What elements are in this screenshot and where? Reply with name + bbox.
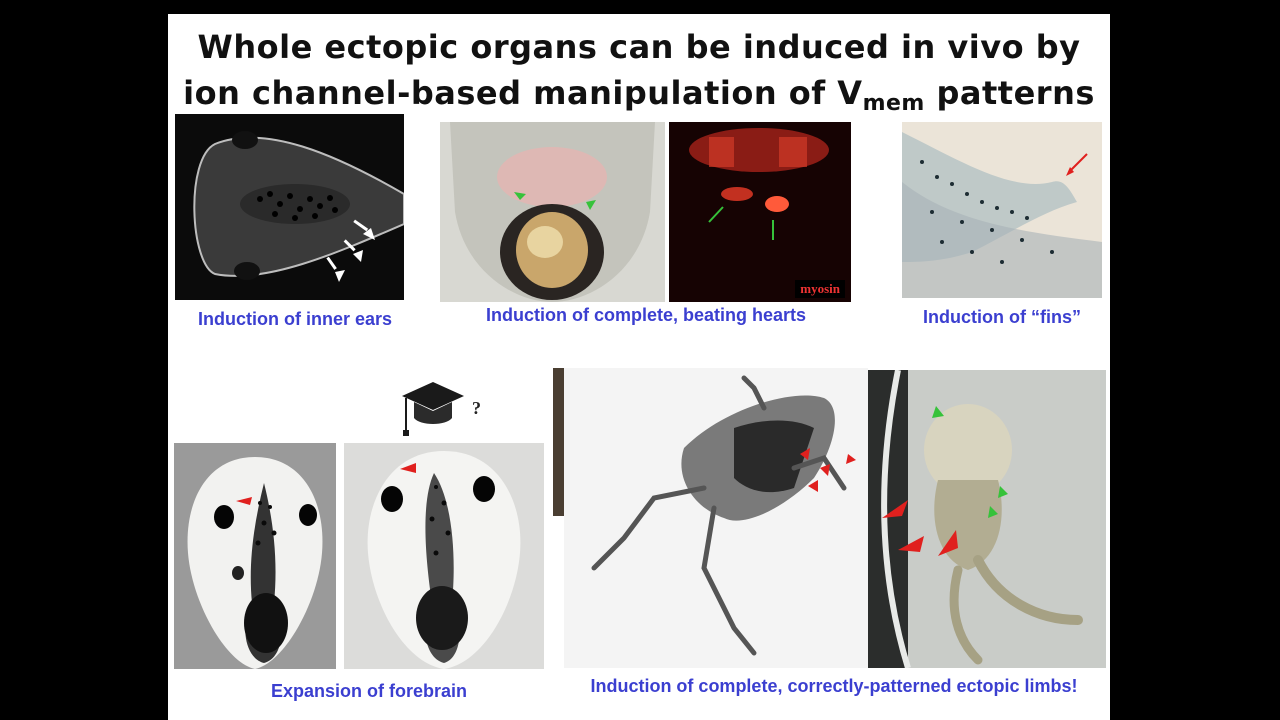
- title-line-2-end: patterns: [924, 74, 1095, 112]
- title-subscript: mem: [862, 91, 925, 116]
- ectopic-limb-xray-image: [564, 368, 868, 668]
- fins-image: [902, 122, 1102, 298]
- heart-myosin-image: myosin: [669, 122, 851, 302]
- myosin-label: myosin: [795, 280, 845, 298]
- caption-hearts: Induction of complete, beating hearts: [485, 305, 807, 325]
- forebrain-expanded-image: [344, 443, 544, 669]
- question-mark: ?: [472, 398, 481, 418]
- ectopic-limb-dish-image: [868, 370, 1106, 668]
- graduation-cap-icon: [400, 378, 466, 440]
- title-line-2-text: ion channel-based manipulation of V: [183, 74, 863, 112]
- title-line-2: ion channel-based manipulation of Vmem p…: [168, 70, 1110, 127]
- caption-fins: Induction of “fins”: [923, 307, 1081, 327]
- inner-ears-image: [175, 114, 404, 300]
- slide-title: Whole ectopic organs can be induced in v…: [168, 24, 1110, 127]
- caption-limbs: Induction of complete, correctly-pattern…: [590, 676, 1078, 696]
- caption-inner-ears: Induction of inner ears: [197, 309, 393, 329]
- heart-brightfield-image: [440, 122, 665, 302]
- title-line-1: Whole ectopic organs can be induced in v…: [197, 28, 1081, 66]
- forebrain-control-image: [174, 443, 336, 669]
- slide: Whole ectopic organs can be induced in v…: [168, 14, 1110, 720]
- caption-forebrain: Expansion of forebrain: [270, 681, 468, 701]
